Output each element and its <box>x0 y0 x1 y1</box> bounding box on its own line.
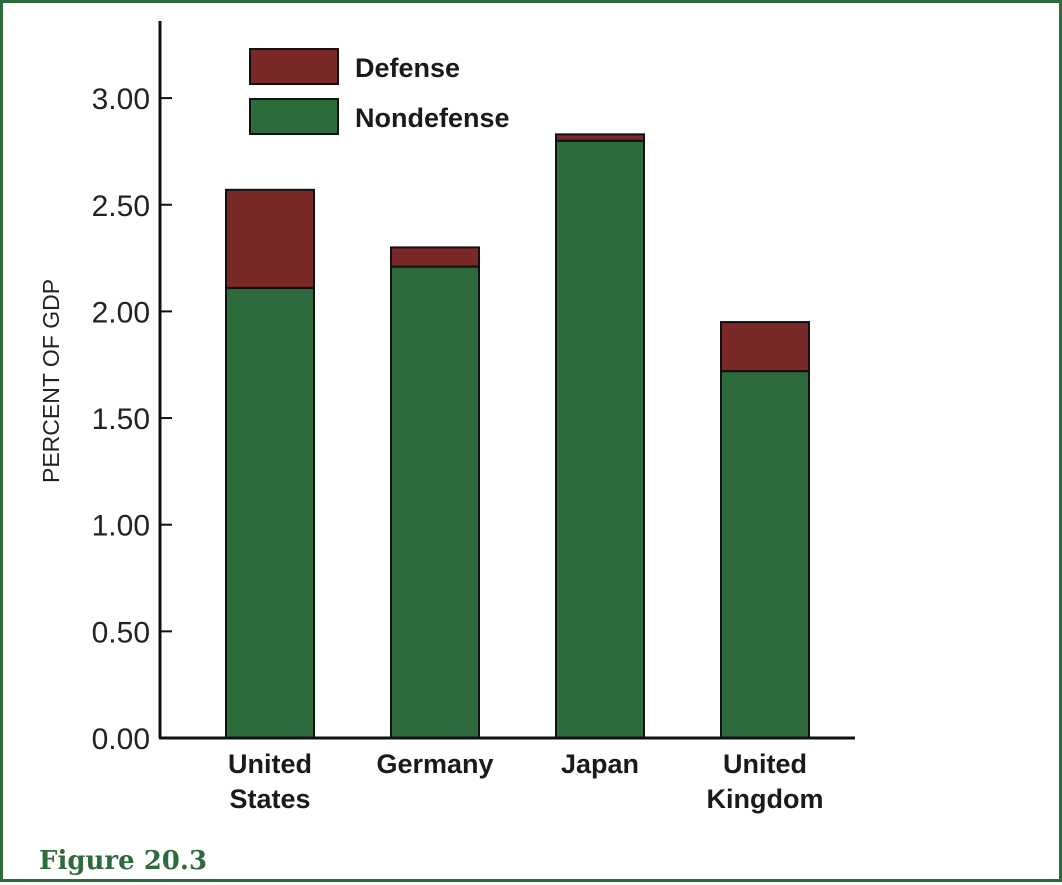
bar-defense-2 <box>555 133 645 142</box>
bar-nondefense-0 <box>225 286 315 739</box>
category-label-line: Germany <box>376 749 493 779</box>
category-label-line: United <box>228 749 312 779</box>
y-tick-label-2: 1.00 <box>92 510 150 543</box>
category-label-line: United <box>723 749 807 779</box>
category-label-3: United Kingdom <box>707 749 824 814</box>
bar-nondefense-1 <box>390 265 480 739</box>
category-label-line: Japan <box>561 749 639 779</box>
category-label-line: Kingdom <box>707 784 824 814</box>
chart: 0.00 0.50 1.00 1.50 2.00 2.50 3.00 PERCENT OF G… <box>38 21 855 814</box>
bar-nondefense-2 <box>555 139 645 739</box>
legend-swatch-nondefense <box>249 98 339 135</box>
category-label-1: Germany <box>376 749 493 779</box>
y-tick-label-3: 1.50 <box>92 403 150 436</box>
y-tick-label-1: 0.50 <box>92 616 150 649</box>
category-label-0: United States <box>228 749 312 814</box>
y-tick-label-0: 0.00 <box>92 723 150 756</box>
legend-label-nondefense: Nondefense <box>355 103 510 133</box>
y-tick-label-5: 2.50 <box>92 190 150 223</box>
y-tick-label-4: 2.00 <box>92 296 150 329</box>
bar-nondefense-3 <box>720 370 810 739</box>
legend-label-defense: Defense <box>355 53 460 83</box>
y-axis-title: PERCENT OF GDP <box>38 279 64 483</box>
bar-defense-0 <box>225 188 315 289</box>
bar-defense-3 <box>720 321 810 373</box>
legend-swatch-defense <box>249 48 339 85</box>
figure-label: Figure 20.3 <box>39 846 208 876</box>
y-tick-label-6: 3.00 <box>92 83 150 116</box>
category-label-2: Japan <box>561 749 639 779</box>
category-label-line: States <box>229 784 310 814</box>
bar-defense-1 <box>390 246 480 268</box>
